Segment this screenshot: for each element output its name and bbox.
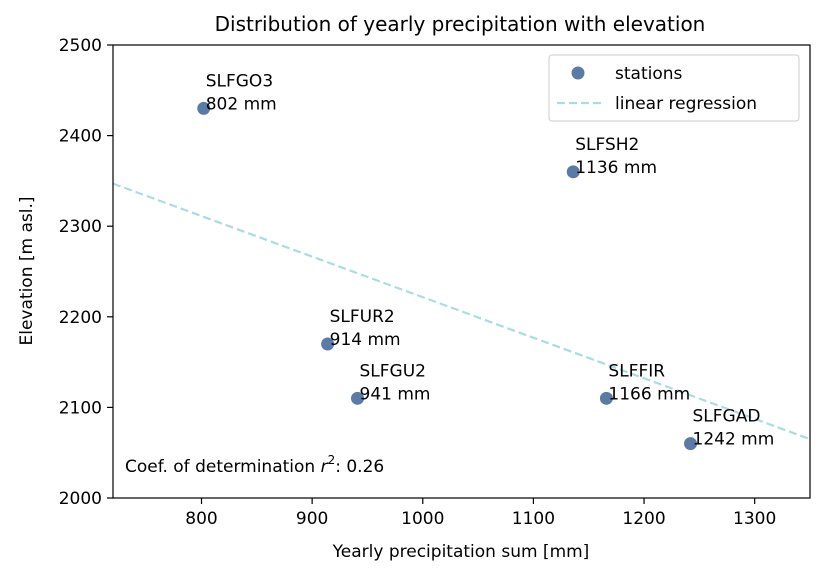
r2-exponent: 2 [328, 453, 336, 467]
r2-annotation: Coef. of determination r2: 0.26 [125, 453, 384, 477]
y-tick-label: 2300 [59, 217, 102, 237]
x-axis-ticks: 800 900 1000 1100 1200 1300 [185, 498, 776, 529]
regression-line [112, 182, 811, 441]
x-tick-label: 1200 [622, 509, 665, 529]
chart-title: Distribution of yearly precipitation wit… [215, 12, 706, 36]
station-name: SLFUR2 [330, 307, 395, 327]
x-axis-title: Yearly precipitation sum [mm] [332, 542, 590, 562]
station-label: SLFUR2 914 mm [330, 307, 401, 350]
station-point [321, 337, 335, 351]
x-tick-label: 1300 [733, 509, 776, 529]
station-point [684, 437, 698, 451]
station-point [566, 165, 580, 179]
legend-label-regression: linear regression [615, 94, 757, 114]
station-precip: 914 mm [330, 330, 401, 350]
station-name: SLFGO3 [206, 71, 273, 91]
y-tick-label: 2400 [59, 127, 102, 147]
station-precip: 1166 mm [608, 384, 690, 404]
station-label: SLFGO3 802 mm [206, 71, 277, 114]
station-point [599, 391, 613, 405]
y-axis-ticks: 2000 2100 2200 2300 2400 2500 [59, 36, 113, 509]
station-label: SLFFIR 1166 mm [608, 361, 690, 404]
station-label: SLFGU2 941 mm [360, 361, 431, 404]
station-precip: 941 mm [360, 384, 431, 404]
r2-prefix: Coef. of determination [125, 457, 321, 477]
y-tick-label: 2000 [59, 489, 102, 509]
x-tick-label: 1000 [401, 509, 444, 529]
station-precip: 1136 mm [575, 158, 657, 178]
station-point [351, 391, 365, 405]
x-tick-label: 800 [185, 509, 217, 529]
station-name: SLFFIR [608, 361, 665, 381]
legend-label-stations: stations [615, 64, 683, 84]
r2-symbol: r [321, 457, 329, 477]
station-name: SLFGU2 [360, 361, 426, 381]
x-tick-label: 900 [296, 509, 328, 529]
station-precip: 802 mm [206, 94, 277, 114]
y-tick-label: 2100 [59, 398, 102, 418]
station-name: SLFGAD [693, 407, 761, 427]
r2-suffix: : 0.26 [335, 457, 384, 477]
station-name: SLFSH2 [575, 135, 639, 155]
plot-frame [112, 44, 811, 499]
station-label: SLFGAD 1242 mm [693, 407, 775, 450]
x-tick-label: 1100 [512, 509, 555, 529]
station-point [197, 101, 211, 115]
legend: stations linear regression [548, 54, 800, 122]
y-axis-title: Elevation [m asl.] [17, 197, 37, 346]
y-tick-label: 2500 [59, 36, 102, 56]
y-tick-label: 2200 [59, 308, 102, 328]
legend-box [548, 54, 800, 122]
station-precip: 1242 mm [693, 430, 775, 450]
station-label: SLFSH2 1136 mm [575, 135, 657, 178]
legend-marker-stations [571, 66, 585, 80]
